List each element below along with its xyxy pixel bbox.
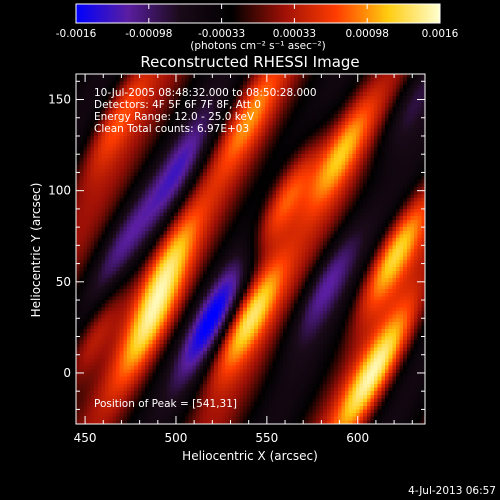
annotation-clean-counts: Clean Total counts: 6.97E+03 [94, 123, 249, 135]
annotation-energy-range: Energy Range: 12.0 - 25.0 keV [94, 111, 255, 123]
colorbar-tick-label: 0.0016 [422, 28, 459, 40]
y-axis-label: Heliocentric Y (arcsec) [29, 183, 43, 318]
x-tick-label: 550 [255, 431, 278, 445]
colorbar-tick-labels: -0.0016 -0.00098 -0.00033 0.00033 0.00098 0.0… [56, 28, 459, 40]
annotation-detectors: Detectors: 4F 5F 6F 7F 8F, Att 0 [94, 99, 261, 111]
plot-frame [75, 73, 426, 425]
y-tick-label: 0 [63, 366, 71, 380]
y-tick-label: 50 [56, 275, 71, 289]
y-tick-label: 150 [48, 93, 71, 107]
x-axis-label: Heliocentric X (arcsec) [182, 449, 318, 463]
colorbar: -0.0016 -0.00098 -0.00033 0.00033 0.00098 0.0… [56, 3, 459, 52]
colorbar-tick-label: 0.00033 [273, 28, 316, 40]
colorbar-tick-label: -0.00098 [125, 28, 172, 40]
colorbar-tick-label: -0.00033 [198, 28, 245, 40]
annotation-block: 10-Jul-2005 08:48:32.000 to 08:50:28.000… [94, 87, 317, 135]
colorbar-tick-label: 0.00098 [345, 28, 388, 40]
footer-date: 4-Jul-2013 06:57 [408, 485, 496, 497]
y-tick-label: 100 [48, 184, 71, 198]
y-axis-ticks: 0 50 100 150 [48, 80, 425, 410]
x-tick-label: 450 [74, 431, 97, 445]
x-tick-label: 600 [346, 431, 369, 445]
colorbar-units: (photons cm⁻² s⁻¹ asec⁻²) [190, 40, 325, 52]
x-axis-ticks: 450 500 550 600 [74, 74, 413, 445]
peak-position-label: Position of Peak = [541,31] [94, 398, 237, 410]
heatmap-image [76, 74, 425, 424]
annotation-time-range: 10-Jul-2005 08:48:32.000 to 08:50:28.000 [94, 87, 317, 99]
plot-area [76, 74, 425, 424]
colorbar-tick-label: -0.0016 [56, 28, 97, 40]
x-tick-label: 500 [165, 431, 188, 445]
chart-title: Reconstructed RHESSI Image [140, 53, 359, 71]
colorbar-strip [75, 3, 441, 24]
colorbar-ticks [75, 4, 441, 23]
